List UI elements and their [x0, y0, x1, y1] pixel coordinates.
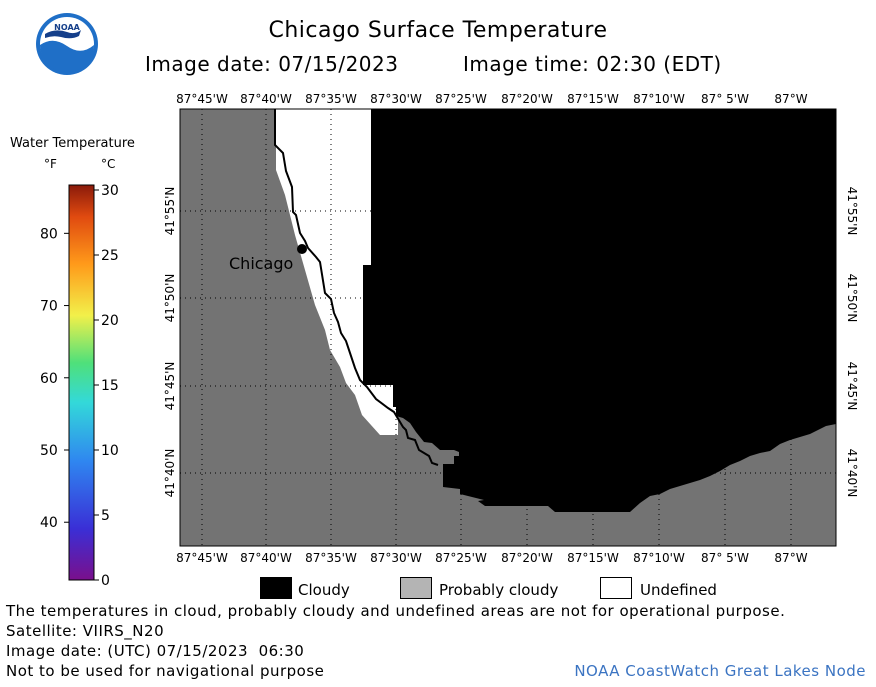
lon-label-top: 87°25'W — [435, 92, 487, 106]
undefined-area — [276, 109, 398, 435]
lon-label-bottom: 87°40'W — [240, 551, 292, 565]
key-swatch-probably-cloudy — [400, 577, 432, 599]
lon-label-bottom: 87°25'W — [435, 551, 487, 565]
satellite: Satellite: VIIRS_N20 — [6, 622, 165, 640]
colorbar-gradient — [68, 184, 95, 581]
lat-label-right: 41°50'N — [845, 274, 859, 323]
image-date: Image date: 07/15/2023 — [145, 52, 399, 76]
f-tick-label: 70 — [40, 299, 58, 315]
lon-label-top: 87°45'W — [176, 92, 228, 106]
key-label-probably-cloudy: Probably cloudy — [439, 581, 559, 599]
f-tick-label: 50 — [40, 443, 58, 459]
lat-label-right: 41°45'N — [845, 362, 859, 411]
lon-label-bottom: 87° 5'W — [701, 551, 749, 565]
lat-label-left: 41°45'N — [163, 362, 177, 411]
lat-label-right: 41°40'N — [845, 449, 859, 498]
key-swatch-undefined — [600, 577, 632, 599]
c-tick-label: 30 — [101, 183, 119, 199]
lon-label-top: 87° 5'W — [701, 92, 749, 106]
temperature-map: Chicago 87°45'W 87°40'W 87°35'W 87°30'W 87°2… — [163, 92, 859, 565]
shoreline — [274, 109, 439, 466]
c-tick-label: 0 — [101, 573, 110, 589]
c-tick-label: 25 — [101, 248, 119, 264]
lon-label-top: 87°10'W — [633, 92, 685, 106]
c-tick-label: 20 — [101, 313, 119, 329]
noaa-logo: NOAA — [36, 13, 98, 75]
disclaimer: The temperatures in cloud, probably clou… — [6, 602, 786, 620]
lon-label-top: 87°W — [774, 92, 807, 106]
lon-label-top: 87°40'W — [240, 92, 292, 106]
page-title: Chicago Surface Temperature — [268, 18, 608, 43]
lat-label-left: 41°55'N — [163, 187, 177, 236]
credit: NOAA CoastWatch Great Lakes Node — [574, 662, 866, 680]
lon-label-bottom: 87°45'W — [176, 551, 228, 565]
colorbar-unit-c: °C — [101, 157, 116, 171]
f-tick-label: 80 — [40, 226, 58, 242]
c-tick-label: 5 — [101, 508, 110, 524]
cloudy-area — [363, 109, 836, 512]
lat-label-right: 41°55'N — [845, 187, 859, 236]
f-tick-label: 60 — [40, 371, 58, 387]
chicago-marker — [297, 244, 307, 254]
lon-label-bottom: 87°20'W — [501, 551, 553, 565]
lon-label-top: 87°35'W — [305, 92, 357, 106]
key-label-undefined: Undefined — [640, 581, 717, 599]
c-tick-label: 10 — [101, 443, 119, 459]
lon-label-bottom: 87°35'W — [305, 551, 357, 565]
colorbar-unit-f: °F — [44, 157, 57, 171]
utc-date: Image date: (UTC) 07/15/2023 06:30 — [6, 642, 305, 660]
key-swatch-cloudy — [260, 577, 292, 599]
lon-label-top: 87°20'W — [501, 92, 553, 106]
lat-label-left: 41°50'N — [163, 274, 177, 323]
lon-label-top: 87°15'W — [567, 92, 619, 106]
c-tick-label: 15 — [101, 378, 119, 394]
lon-label-top: 87°30'W — [370, 92, 422, 106]
lon-label-bottom: 87°15'W — [567, 551, 619, 565]
f-tick-label: 40 — [40, 515, 58, 531]
nav-warning: Not to be used for navigational purpose — [6, 662, 325, 680]
lon-label-bottom: 87°W — [774, 551, 807, 565]
logo-text: NOAA — [54, 23, 80, 32]
colorbar-title: Water Temperature — [10, 136, 135, 151]
lat-label-left: 41°40'N — [163, 449, 177, 498]
key-label-cloudy: Cloudy — [298, 581, 350, 599]
lon-label-bottom: 87°10'W — [633, 551, 685, 565]
city-label: Chicago — [229, 254, 293, 273]
image-time: Image time: 02:30 (EDT) — [463, 52, 722, 76]
lon-label-bottom: 87°30'W — [370, 551, 422, 565]
map-frame — [179, 108, 837, 547]
